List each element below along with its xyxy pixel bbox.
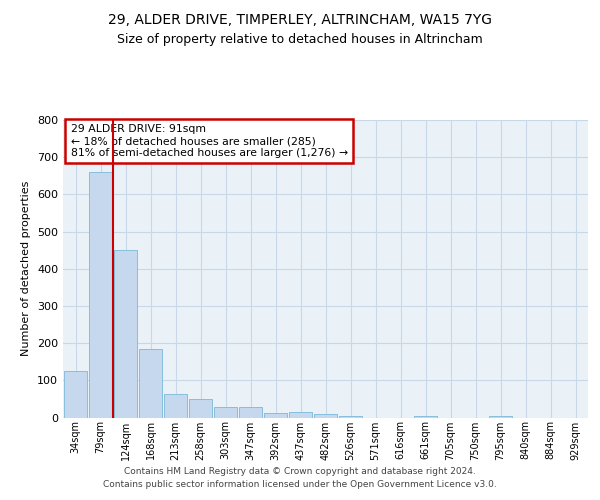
Text: Size of property relative to detached houses in Altrincham: Size of property relative to detached ho… <box>117 32 483 46</box>
Bar <box>338 416 362 418</box>
Bar <box>214 408 238 418</box>
Text: 29 ALDER DRIVE: 91sqm
← 18% of detached houses are smaller (285)
81% of semi-det: 29 ALDER DRIVE: 91sqm ← 18% of detached … <box>71 124 348 158</box>
Y-axis label: Number of detached properties: Number of detached properties <box>22 181 31 356</box>
Bar <box>263 412 287 418</box>
Bar <box>89 172 112 418</box>
Bar <box>188 399 212 417</box>
Bar <box>139 348 163 418</box>
Bar <box>64 371 88 418</box>
Text: Contains public sector information licensed under the Open Government Licence v3: Contains public sector information licen… <box>103 480 497 489</box>
Bar <box>113 250 137 418</box>
Bar <box>289 412 313 418</box>
Text: Contains HM Land Registry data © Crown copyright and database right 2024.: Contains HM Land Registry data © Crown c… <box>124 467 476 476</box>
Bar <box>239 408 262 418</box>
Bar <box>164 394 187 417</box>
Bar <box>413 416 437 418</box>
Text: 29, ALDER DRIVE, TIMPERLEY, ALTRINCHAM, WA15 7YG: 29, ALDER DRIVE, TIMPERLEY, ALTRINCHAM, … <box>108 12 492 26</box>
Bar <box>314 414 337 418</box>
Bar <box>488 416 512 418</box>
